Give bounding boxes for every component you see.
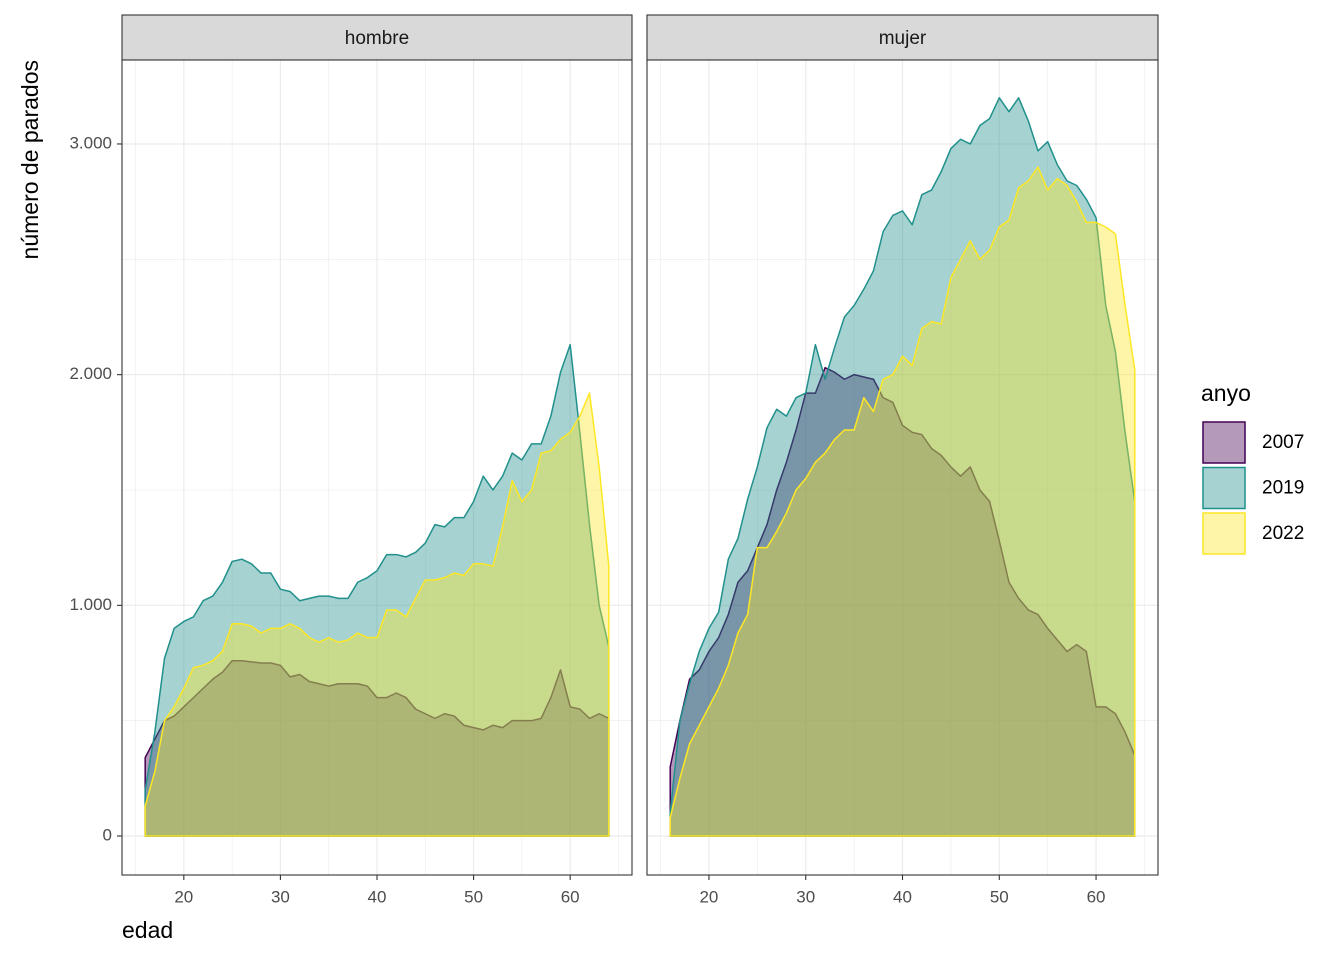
panel-border <box>121 59 633 876</box>
x-tick-label: 50 <box>990 887 1009 906</box>
facet-title: mujer <box>879 28 927 49</box>
area <box>144 392 610 837</box>
x-tick-label: 40 <box>893 887 912 906</box>
x-tick-label: 30 <box>796 887 815 906</box>
panel-border <box>646 59 1159 876</box>
x-tick-label: 20 <box>174 887 193 906</box>
y-tick-label: 3.000 <box>69 133 112 152</box>
legend-label: 2019 <box>1262 478 1304 499</box>
legend-title: anyo <box>1201 380 1251 406</box>
x-tick-label: 20 <box>699 887 718 906</box>
area <box>669 97 1136 837</box>
area <box>144 343 610 837</box>
facet-title: hombre <box>345 28 409 49</box>
x-tick-label: 60 <box>1087 887 1106 906</box>
y-tick-label: 1.000 <box>69 595 112 614</box>
strip <box>646 14 1159 61</box>
y-tick-label: 2.000 <box>69 364 112 383</box>
x-axis-label: edad <box>122 917 173 943</box>
legend-key <box>1202 421 1246 464</box>
legend-label: 2022 <box>1262 523 1304 544</box>
area <box>144 659 610 837</box>
strip <box>121 14 633 61</box>
x-tick-label: 40 <box>368 887 387 906</box>
x-tick-label: 30 <box>271 887 290 906</box>
legend-label: 2007 <box>1262 432 1304 453</box>
area <box>669 166 1136 837</box>
x-tick-label: 60 <box>561 887 580 906</box>
y-axis-label: número de parados <box>17 60 43 259</box>
area <box>669 366 1136 837</box>
x-tick-label: 50 <box>464 887 483 906</box>
y-tick-label: 0 <box>103 825 112 844</box>
legend-key <box>1202 512 1246 555</box>
legend-key <box>1202 466 1246 510</box>
